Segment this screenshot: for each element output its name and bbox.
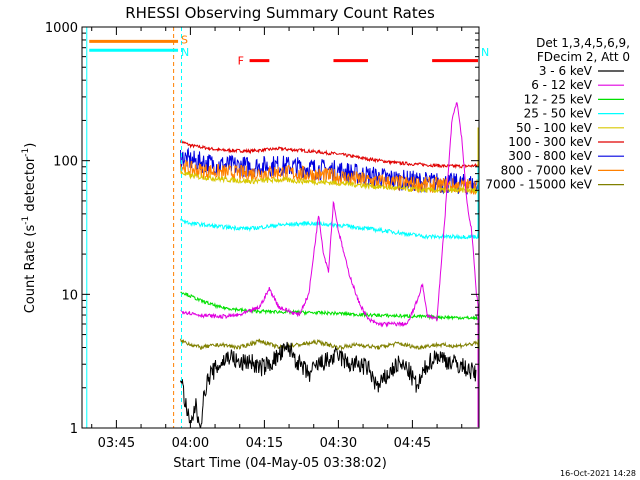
y-axis-label-part: detector	[23, 156, 38, 216]
legend-label: 800 - 7000 keV	[501, 163, 593, 177]
legend: Det 1,3,4,5,6,9,FDecim 2, Att 03 - 6 keV…	[485, 36, 630, 192]
plot-frame	[81, 26, 480, 429]
series-line	[180, 166, 479, 240]
legend-label: 3 - 6 keV	[539, 64, 593, 78]
x-tick-label: 04:30	[320, 436, 357, 451]
y-axis: 1 10 100 1000	[45, 21, 479, 437]
series-line	[180, 102, 479, 427]
y-axis-label-superscript: -1	[21, 148, 31, 157]
flag-letter: N	[481, 46, 489, 59]
y-tick-label: 1	[70, 422, 78, 437]
y-tick-label: 100	[53, 155, 78, 170]
y-axis-label: Count Rate (s-1 detector-1)	[21, 143, 38, 314]
legend-label: 100 - 300 keV	[508, 135, 592, 149]
y-axis-label-part: Count Rate (s	[23, 225, 38, 314]
flag-layer: SN NF	[89, 33, 489, 68]
flag-letter: F	[238, 55, 244, 68]
y-tick-label: 10	[61, 288, 78, 303]
legend-label: 300 - 800 keV	[508, 149, 592, 163]
legend-label: 12 - 25 keV	[524, 92, 593, 106]
legend-header: FDecim 2, Att 0	[537, 50, 630, 64]
y-axis-label-part: )	[23, 143, 38, 148]
chart-title: RHESSI Observing Summary Count Rates	[125, 4, 435, 22]
footer-timestamp: 16-Oct-2021 14:28	[560, 469, 636, 478]
series-line	[180, 137, 479, 170]
legend-label: 25 - 50 keV	[524, 107, 593, 121]
flag-letter: S	[181, 33, 188, 46]
x-tick-label: 03:45	[98, 436, 135, 451]
legend-label: 6 - 12 keV	[531, 78, 593, 92]
y-tick-label: 1000	[45, 21, 78, 36]
x-tick-label: 04:15	[246, 436, 283, 451]
series-layer	[180, 102, 479, 428]
legend-label: 7000 - 15000 keV	[485, 178, 592, 192]
y-axis-label-superscript: -1	[21, 216, 31, 225]
legend-label: 50 - 100 keV	[516, 121, 593, 135]
x-axis-label: Start Time (04-May-05 03:38:02)	[173, 456, 387, 471]
legend-header: Det 1,3,4,5,6,9,	[536, 36, 630, 50]
series-line	[180, 338, 479, 351]
flag-letter: N	[181, 46, 189, 59]
series-line	[180, 341, 477, 428]
x-tick-label: 04:45	[394, 436, 431, 451]
x-axis: 03:45 04:00 04:15 04:30 04:45	[91, 27, 463, 451]
x-tick-label: 04:00	[172, 436, 209, 451]
series-line	[180, 291, 479, 321]
vline-layer	[86, 27, 183, 428]
series-line	[180, 160, 479, 201]
